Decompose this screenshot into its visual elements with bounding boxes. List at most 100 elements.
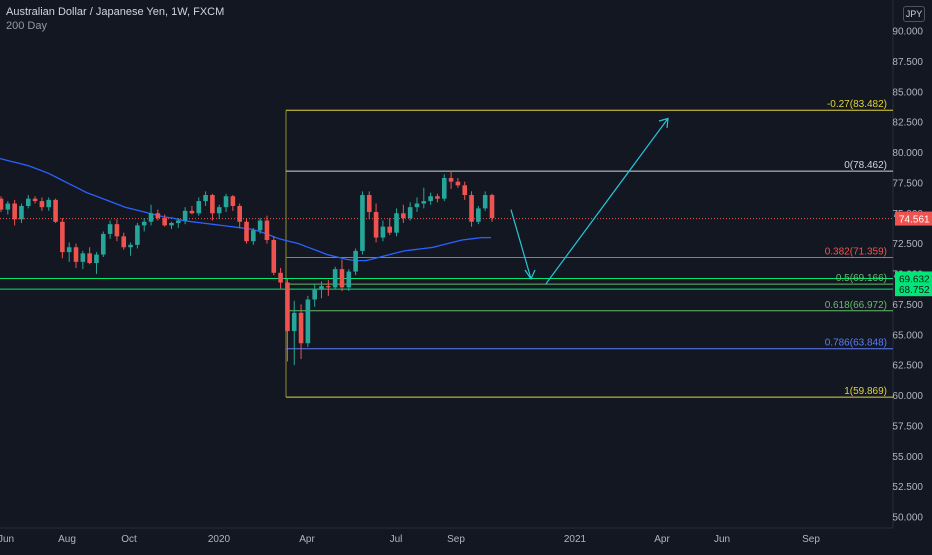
candle-body bbox=[53, 199, 58, 222]
candle-body bbox=[339, 269, 345, 288]
candle-body bbox=[414, 203, 420, 208]
y-tick-label: 62.500 bbox=[892, 361, 923, 372]
price-tag bbox=[895, 282, 932, 297]
y-tick-label: 90.000 bbox=[892, 27, 923, 38]
candle-body bbox=[155, 213, 161, 219]
candle-body bbox=[482, 195, 488, 209]
candle-body bbox=[421, 201, 427, 204]
candle-body bbox=[148, 213, 154, 222]
projection-arrowhead-up bbox=[658, 117, 669, 129]
price-tag bbox=[895, 271, 932, 286]
x-tick-label: Apr bbox=[299, 534, 315, 545]
x-tick-label: Jun bbox=[714, 534, 730, 545]
candle-body bbox=[462, 185, 468, 196]
fib-level-label: 0.382(71.359) bbox=[825, 246, 887, 257]
candle-body bbox=[489, 195, 495, 219]
candle-body bbox=[251, 230, 256, 242]
price-tag-label: 68.752 bbox=[899, 285, 930, 296]
candle-body bbox=[5, 203, 11, 210]
candle-body bbox=[264, 220, 270, 240]
x-tick-label: Oct bbox=[121, 534, 137, 545]
candle-body bbox=[46, 199, 52, 208]
fib-level-label: -0.27(83.482) bbox=[827, 99, 887, 110]
candle-body bbox=[0, 198, 4, 210]
candle-body bbox=[476, 208, 481, 222]
candle-body bbox=[80, 253, 86, 262]
candle-body bbox=[216, 207, 222, 214]
candle-body bbox=[135, 225, 140, 245]
candle-body bbox=[257, 220, 263, 231]
y-tick-label: 85.000 bbox=[892, 87, 923, 98]
y-tick-label: 50.000 bbox=[892, 513, 923, 524]
candle-body bbox=[121, 236, 127, 248]
y-tick-label: 52.500 bbox=[892, 482, 923, 493]
candle-body bbox=[19, 205, 24, 220]
candle-body bbox=[162, 218, 167, 226]
fib-level-label: 0.618(66.972) bbox=[825, 300, 887, 311]
candle-body bbox=[244, 221, 249, 242]
candle-body bbox=[94, 254, 99, 264]
candle-body bbox=[203, 195, 208, 202]
candle-body bbox=[441, 178, 447, 199]
x-tick-label: Jul bbox=[390, 534, 403, 545]
fib-level-label: 0.5(69.166) bbox=[836, 273, 887, 284]
fib-level-label: 0(78.462) bbox=[844, 160, 887, 171]
candle-body bbox=[12, 203, 17, 220]
candle-body bbox=[448, 178, 454, 182]
candle-body bbox=[230, 196, 236, 206]
projection-arrowhead-down bbox=[524, 269, 536, 281]
last-price-label: 74.561 bbox=[899, 215, 930, 226]
x-tick-label: Sep bbox=[447, 534, 465, 545]
candle-body bbox=[32, 198, 38, 202]
candle-body bbox=[107, 224, 113, 234]
candle-body bbox=[114, 224, 120, 237]
candle-body bbox=[210, 195, 215, 214]
candle-body bbox=[428, 196, 433, 202]
chart-title: Australian Dollar / Japanese Yen, 1W, FX… bbox=[6, 6, 225, 18]
candle-body bbox=[196, 201, 202, 214]
y-tick-label: 82.500 bbox=[892, 118, 923, 129]
price-tag-label: 69.632 bbox=[899, 274, 930, 285]
candle-body bbox=[278, 272, 283, 283]
candle-body bbox=[469, 195, 474, 222]
candle-body bbox=[25, 198, 31, 206]
candle-body bbox=[435, 196, 440, 199]
x-tick-label: 2021 bbox=[564, 534, 587, 545]
y-tick-label: 55.000 bbox=[892, 452, 923, 463]
candle-body bbox=[66, 247, 72, 253]
candle-body bbox=[285, 282, 290, 332]
candle-body bbox=[223, 196, 229, 208]
x-tick-label: Jun bbox=[0, 534, 14, 545]
indicator-legend[interactable]: 200 Day bbox=[6, 20, 47, 32]
x-tick-label: 2020 bbox=[208, 534, 231, 545]
y-tick-label: 72.500 bbox=[892, 239, 923, 250]
candle-body bbox=[332, 269, 338, 288]
candle-body bbox=[373, 212, 379, 238]
currency-button[interactable]: JPY bbox=[903, 6, 925, 22]
candle-body bbox=[237, 205, 242, 222]
candle-body bbox=[73, 247, 79, 262]
candle-body bbox=[100, 233, 106, 255]
candle-body bbox=[60, 221, 65, 253]
fib-level-label: 0.786(63.848) bbox=[825, 338, 887, 349]
candle-body bbox=[189, 210, 195, 214]
y-tick-label: 60.000 bbox=[892, 391, 923, 402]
y-tick-label: 87.500 bbox=[892, 57, 923, 68]
candle-body bbox=[401, 213, 406, 219]
candle-body bbox=[305, 299, 311, 344]
candle-body bbox=[169, 222, 174, 226]
candle-body bbox=[141, 221, 147, 226]
last-price-tag bbox=[895, 211, 932, 226]
y-tick-label: 67.500 bbox=[892, 300, 923, 311]
y-tick-label: 65.000 bbox=[892, 330, 923, 341]
fib-level-label: 1(59.869) bbox=[844, 386, 887, 397]
candle-body bbox=[394, 213, 399, 233]
candle-body bbox=[319, 286, 324, 290]
candle-body bbox=[176, 220, 181, 223]
candle-body bbox=[360, 195, 365, 251]
candle-body bbox=[291, 312, 297, 332]
candle-body bbox=[380, 226, 386, 238]
candle-body bbox=[407, 207, 413, 219]
